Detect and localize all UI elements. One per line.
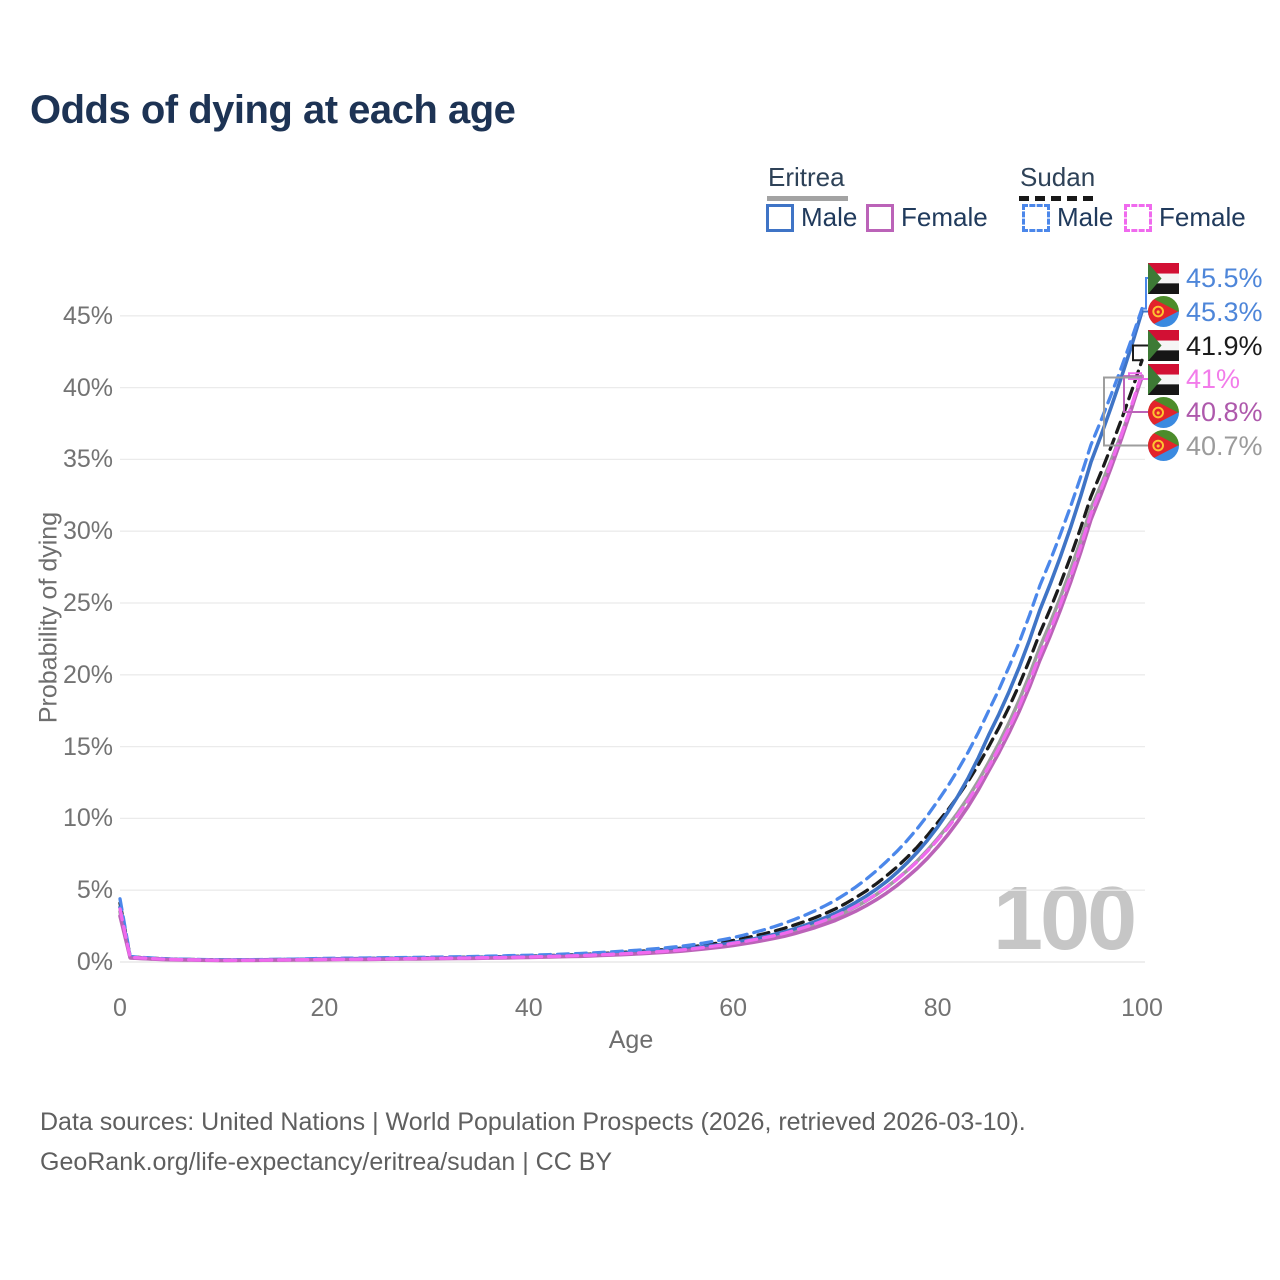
y-tick-label: 20% xyxy=(62,660,113,689)
legend-item-eritrea-male[interactable]: Male xyxy=(766,202,857,233)
leader-line xyxy=(1132,344,1149,362)
sudan-flag-icon xyxy=(1148,262,1179,294)
x-tick-label: 40 xyxy=(514,994,543,1022)
footer-data-sources: Data sources: United Nations | World Pop… xyxy=(40,1108,1026,1136)
eritrea-male-swatch-icon[interactable] xyxy=(766,203,794,232)
x-tick-label: 80 xyxy=(923,994,952,1022)
y-tick-label: 10% xyxy=(62,804,113,833)
legend-label: Female xyxy=(901,202,988,232)
end-value-label-sudan-male: 45.5% xyxy=(1186,263,1263,293)
y-tick-label: 35% xyxy=(62,445,113,474)
leader-line xyxy=(1123,375,1149,413)
y-tick-label: 15% xyxy=(62,732,113,761)
series-line-sudan-both-sexes xyxy=(118,358,1144,962)
sudan-flag-icon xyxy=(1148,363,1179,395)
sudan-female-swatch-icon[interactable] xyxy=(1124,203,1152,232)
y-tick-label: 40% xyxy=(62,373,113,402)
sudan-flag xyxy=(1148,262,1179,294)
sudan-flag xyxy=(1148,330,1179,361)
end-value-label-sudan-both-sexes: 41.9% xyxy=(1186,330,1263,361)
x-tick-label: 60 xyxy=(719,994,748,1022)
x-axis-title: Age xyxy=(608,1026,654,1054)
sudan-flag-icon xyxy=(1148,330,1179,361)
x-tick-label: 0 xyxy=(113,994,127,1022)
sudan-flag xyxy=(1148,363,1179,395)
leader-line xyxy=(1128,372,1149,380)
legend-label: Male xyxy=(801,202,858,232)
end-value-label-eritrea-both-sexes: 40.7% xyxy=(1186,430,1263,461)
series-line-eritrea-male xyxy=(118,309,1144,962)
y-tick-label: 45% xyxy=(62,301,113,330)
legend-label: Female xyxy=(1159,202,1246,232)
legend-label: Male xyxy=(1057,202,1114,232)
series-line-sudan-male xyxy=(118,306,1144,962)
legend-sudan-underline xyxy=(1019,196,1093,201)
legend-group-eritrea-label: Eritrea xyxy=(768,162,845,192)
y-tick-label: 25% xyxy=(62,589,113,617)
end-value-label-sudan-female: 41% xyxy=(1186,364,1241,394)
eritrea-flag-icon xyxy=(1148,296,1179,327)
legend-item-eritrea-female[interactable]: Female xyxy=(866,202,988,233)
eritrea-flag xyxy=(1148,396,1179,428)
leader-line xyxy=(1103,376,1149,447)
footer-attribution: GeoRank.org/life-expectancy/eritrea/suda… xyxy=(40,1148,613,1176)
age-indicator-watermark: 100 xyxy=(993,869,1137,969)
series-line-eritrea-female xyxy=(118,374,1144,963)
eritrea-female-swatch-icon[interactable] xyxy=(866,203,894,232)
legend-item-sudan-female[interactable]: Female xyxy=(1124,202,1246,233)
eritrea-flag xyxy=(1148,430,1179,461)
series-line-sudan-female xyxy=(118,371,1144,962)
page-title: Odds of dying at each age xyxy=(30,88,516,132)
legend-eritrea-underline xyxy=(767,196,848,201)
legend-group-sudan-label: Sudan xyxy=(1020,162,1096,192)
end-value-label-eritrea-male: 45.3% xyxy=(1186,296,1263,327)
y-tick-label: 5% xyxy=(76,876,113,905)
eritrea-flag xyxy=(1148,296,1179,327)
eritrea-flag-icon xyxy=(1148,430,1179,461)
y-tick-label: 30% xyxy=(62,517,113,546)
end-value-label-eritrea-female: 40.8% xyxy=(1186,397,1263,427)
legend-item-sudan-male[interactable]: Male xyxy=(1022,202,1113,233)
x-tick-label: 100 xyxy=(1121,994,1163,1022)
x-tick-label: 20 xyxy=(310,994,339,1022)
sudan-male-swatch-icon[interactable] xyxy=(1022,203,1050,232)
series-line-eritrea-both-sexes xyxy=(118,375,1144,963)
eritrea-flag-icon xyxy=(1148,396,1179,428)
y-tick-label: 0% xyxy=(76,948,113,976)
